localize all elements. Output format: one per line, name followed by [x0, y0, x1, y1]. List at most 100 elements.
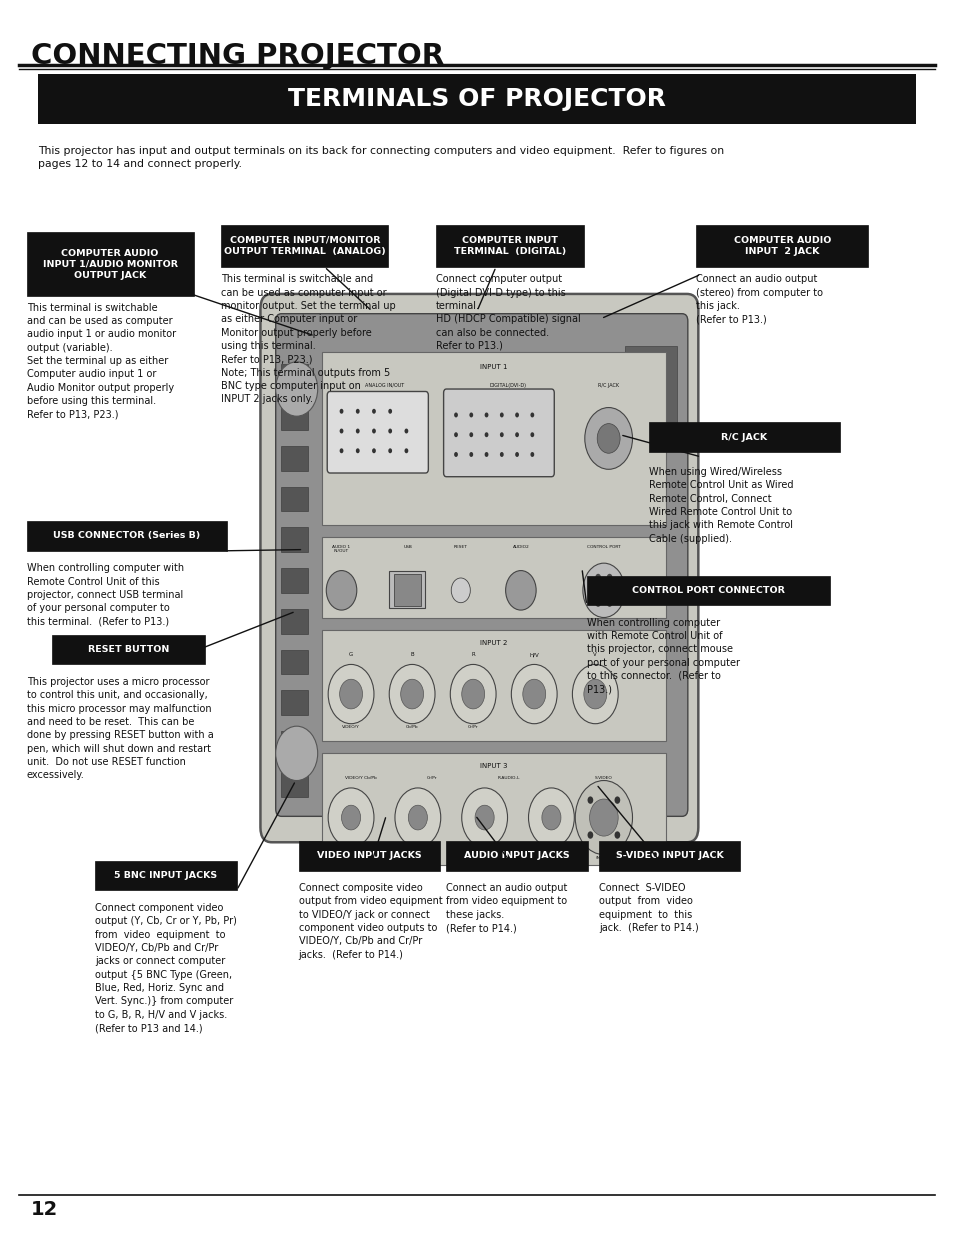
Text: When controlling computer with
Remote Control Unit of this
projector, connect US: When controlling computer with Remote Co… — [27, 563, 184, 626]
Text: CONTROL PORT CONNECTOR: CONTROL PORT CONNECTOR — [631, 585, 784, 595]
Text: This terminal is switchable
and can be used as computer
audio input 1 or audio m: This terminal is switchable and can be u… — [27, 303, 175, 420]
Circle shape — [475, 805, 494, 830]
Circle shape — [614, 797, 619, 804]
Circle shape — [388, 448, 392, 453]
Text: This terminal is switchable and
can be used as computer input or
monitor output.: This terminal is switchable and can be u… — [221, 274, 395, 404]
Text: Connect  S-VIDEO
output  from  video
equipment  to  this
jack.  (Refer to P14.): Connect S-VIDEO output from video equipm… — [598, 883, 699, 934]
Circle shape — [499, 412, 503, 417]
Circle shape — [484, 432, 488, 437]
Text: When using Wired/Wireless
Remote Control Unit as Wired
Remote Control, Connect
W: When using Wired/Wireless Remote Control… — [648, 467, 792, 543]
Circle shape — [389, 664, 435, 724]
Circle shape — [450, 664, 496, 724]
Text: R-AUDIO-L: R-AUDIO-L — [497, 776, 519, 779]
Text: ANALOG IN/OUT: ANALOG IN/OUT — [364, 383, 404, 388]
Text: DIGITAL(DVI-D): DIGITAL(DVI-D) — [490, 383, 526, 388]
Text: B: B — [410, 652, 414, 657]
Text: VIDEO/Y: VIDEO/Y — [342, 725, 359, 729]
Text: Cb/Pb: Cb/Pb — [405, 725, 418, 729]
Text: AUDIO 1
IN/OUT: AUDIO 1 IN/OUT — [333, 545, 350, 553]
Circle shape — [339, 409, 343, 414]
Circle shape — [469, 412, 473, 417]
Bar — [322, 630, 665, 741]
Circle shape — [404, 448, 408, 453]
Circle shape — [528, 788, 574, 847]
Circle shape — [484, 452, 488, 457]
Circle shape — [400, 679, 423, 709]
Bar — [52, 635, 205, 664]
Circle shape — [606, 599, 612, 606]
Circle shape — [515, 412, 518, 417]
Bar — [27, 232, 193, 296]
Circle shape — [582, 563, 624, 618]
Text: Connect composite video
output from video equipment
to VIDEO/Y jack or connect
c: Connect composite video output from vide… — [298, 883, 442, 960]
Text: CONTROL PORT: CONTROL PORT — [586, 545, 620, 548]
Circle shape — [499, 452, 503, 457]
Circle shape — [454, 452, 457, 457]
Text: COMPUTER AUDIO
INPUT 1/AUDIO MONITOR
OUTPUT JACK: COMPUTER AUDIO INPUT 1/AUDIO MONITOR OUT… — [43, 249, 177, 279]
Bar — [281, 446, 308, 471]
Text: RESET BUTTON: RESET BUTTON — [88, 645, 170, 655]
Circle shape — [328, 664, 374, 724]
Circle shape — [530, 412, 534, 417]
Circle shape — [355, 448, 359, 453]
Circle shape — [530, 432, 534, 437]
Text: TERMINALS OF PROJECTOR: TERMINALS OF PROJECTOR — [288, 86, 665, 111]
Text: Connect an audio output
(stereo) from computer to
this jack.
(Refer to P13.): Connect an audio output (stereo) from co… — [696, 274, 822, 325]
Bar — [696, 225, 867, 267]
Text: 5 BNC INPUT JACKS: 5 BNC INPUT JACKS — [114, 871, 217, 881]
FancyBboxPatch shape — [275, 314, 687, 816]
Circle shape — [355, 429, 359, 433]
Circle shape — [339, 429, 343, 433]
Text: S-VIDEO INPUT JACK: S-VIDEO INPUT JACK — [616, 851, 722, 861]
Bar — [298, 841, 439, 871]
Text: Connect component video
output (Y, Cb, Cr or Y, Pb, Pr)
from  video  equipment  : Connect component video output (Y, Cb, C… — [95, 903, 237, 1032]
Circle shape — [388, 409, 392, 414]
Text: 12: 12 — [30, 1200, 58, 1219]
Bar — [624, 346, 677, 426]
Bar — [281, 527, 308, 552]
Text: COMPUTER INPUT
TERMINAL  (DIGITAL): COMPUTER INPUT TERMINAL (DIGITAL) — [454, 236, 565, 256]
Circle shape — [606, 574, 612, 582]
Text: Connect an audio output
from video equipment to
these jacks.
(Refer to P14.): Connect an audio output from video equip… — [446, 883, 567, 934]
Text: AUDIO2: AUDIO2 — [512, 545, 529, 548]
Circle shape — [275, 362, 317, 416]
FancyBboxPatch shape — [327, 391, 428, 473]
Circle shape — [612, 587, 618, 594]
Circle shape — [511, 664, 557, 724]
Circle shape — [499, 432, 503, 437]
Text: R: R — [471, 652, 475, 657]
Text: INPUT 2: INPUT 2 — [480, 640, 507, 646]
Bar — [221, 225, 388, 267]
Circle shape — [584, 408, 632, 469]
FancyBboxPatch shape — [443, 389, 554, 477]
Circle shape — [388, 429, 392, 433]
Text: V: V — [593, 652, 597, 657]
Circle shape — [408, 805, 427, 830]
Bar — [281, 487, 308, 511]
Circle shape — [530, 452, 534, 457]
Bar — [322, 352, 665, 525]
Circle shape — [372, 409, 375, 414]
Circle shape — [339, 448, 343, 453]
Bar — [281, 405, 308, 430]
Text: H/V: H/V — [529, 652, 538, 657]
Circle shape — [505, 571, 536, 610]
Circle shape — [454, 412, 457, 417]
Text: G: G — [349, 652, 353, 657]
Circle shape — [461, 679, 484, 709]
FancyBboxPatch shape — [394, 574, 420, 606]
Text: USB CONNECTOR (Series B): USB CONNECTOR (Series B) — [53, 531, 200, 541]
Text: This projector uses a micro processor
to control this unit, and occasionally,
th: This projector uses a micro processor to… — [27, 677, 213, 781]
Circle shape — [484, 412, 488, 417]
Text: INPUT 1: INPUT 1 — [480, 364, 507, 370]
Bar — [322, 537, 665, 618]
Circle shape — [589, 587, 595, 594]
Text: R/C JACK: R/C JACK — [720, 432, 766, 442]
Text: COMPUTER AUDIO
INPUT  2 JACK: COMPUTER AUDIO INPUT 2 JACK — [733, 236, 830, 256]
Circle shape — [575, 781, 632, 855]
Bar — [38, 74, 915, 124]
Bar — [322, 753, 665, 864]
Circle shape — [339, 679, 362, 709]
Circle shape — [328, 788, 374, 847]
Circle shape — [583, 679, 606, 709]
